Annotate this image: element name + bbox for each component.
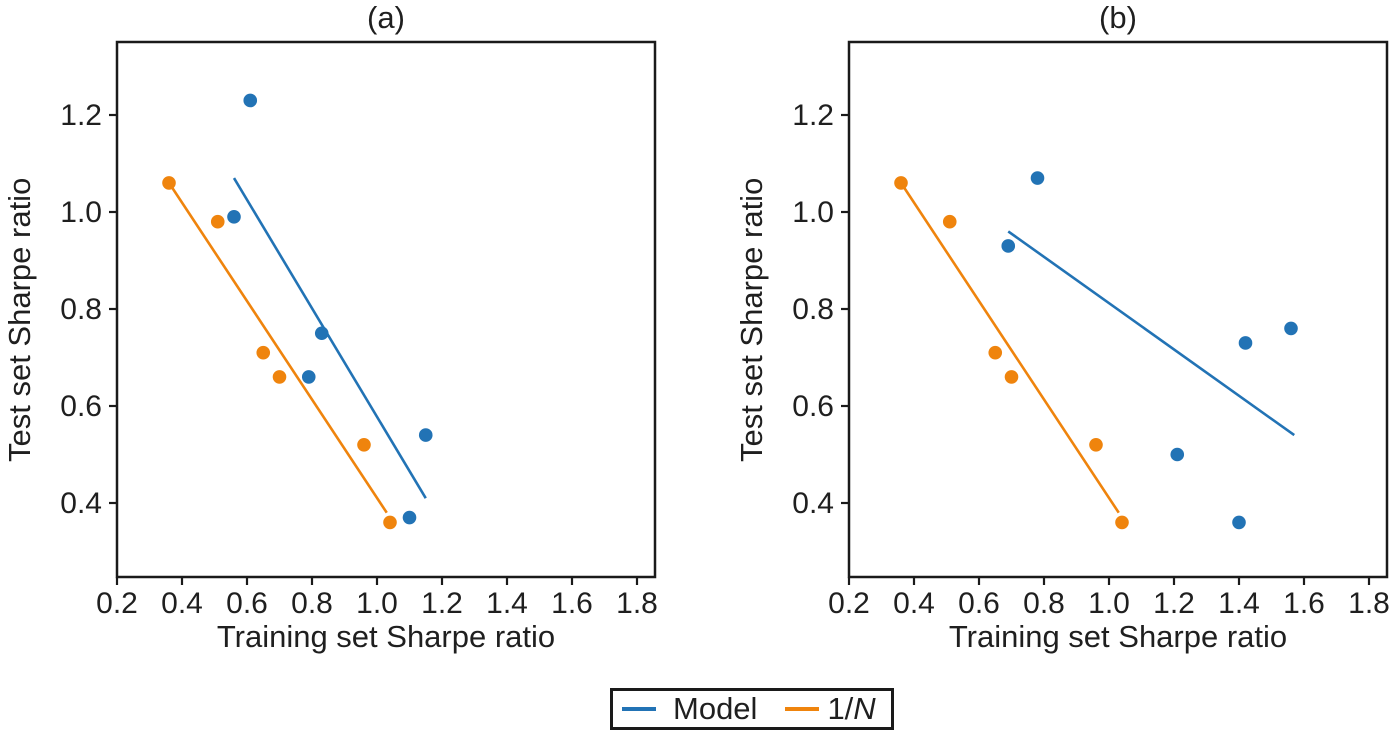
y-tick-label: 1.2	[60, 99, 102, 132]
scatter-point-one-over-n	[988, 345, 1003, 360]
scatter-point-one-over-n	[1115, 515, 1129, 530]
scatter-point-one-over-n	[1089, 438, 1103, 452]
scatter-point-one-over-n	[1004, 370, 1019, 384]
scatter-point-model	[418, 428, 433, 442]
x-tick-label: 1.4	[486, 587, 528, 620]
y-tick-label: 0.8	[792, 293, 834, 326]
x-tick-label: 1.4	[1218, 587, 1260, 620]
scatter-point-one-over-n	[272, 370, 287, 384]
y-tick-label: 0.6	[792, 390, 834, 423]
scatter-point-one-over-n	[256, 345, 271, 360]
panel-b: 0.2 0.4 0.6 0.8 1.0 1.2 1.4 1.6 1.8 0.4 0.6 0.8 1.0 1…	[792, 40, 1389, 620]
x-tick-label: 0.4	[161, 587, 203, 620]
panel-b-x-axis-label: Training set Sharpe ratio	[948, 619, 1288, 654]
panel-a: 0.2 0.4 0.6 0.8 1.0 1.2 1.4 1.6 1.8 0.4 0.6 0.8 1.0 1…	[60, 40, 658, 620]
panel-b-y-axis-label: Test set Sharpe ratio	[734, 177, 769, 463]
scatter-point-model	[402, 510, 417, 525]
x-tick-label: 1.6	[1283, 587, 1325, 620]
x-tick-label: 1.0	[356, 587, 398, 620]
scatter-point-model	[1001, 239, 1016, 253]
x-tick-label: 0.8	[291, 587, 333, 620]
scatter-point-model	[227, 210, 241, 224]
x-tick-label: 1.2	[421, 587, 463, 620]
panel-a-y-axis-label: Test set Sharpe ratio	[2, 177, 37, 463]
x-tick-label: 0.4	[893, 587, 935, 620]
x-tick-label: 1.6	[551, 587, 593, 620]
scatter-point-model	[243, 93, 258, 108]
legend-label-model: Model	[673, 691, 758, 726]
scatter-point-one-over-n	[357, 438, 371, 452]
legend-line-one-over-n	[785, 707, 820, 711]
y-tick-label: 0.6	[60, 390, 102, 423]
x-tick-label: 1.8	[616, 587, 658, 620]
scatter-point-model	[301, 370, 316, 384]
legend-label-one-over-n: 1/N	[827, 691, 876, 726]
x-tick-label: 1.8	[1348, 587, 1389, 620]
panel-a-x-axis-label: Training set Sharpe ratio	[216, 619, 556, 654]
legend-line-model	[622, 707, 656, 711]
scatter-point-model	[314, 326, 329, 341]
y-tick-label: 0.4	[792, 487, 834, 520]
x-tick-label: 0.6	[226, 587, 268, 620]
x-tick-label: 1.2	[1153, 587, 1195, 620]
x-tick-label: 0.6	[958, 587, 1000, 620]
y-tick-label: 0.8	[60, 293, 102, 326]
plot-frame	[847, 40, 1389, 579]
scatter-point-one-over-n	[942, 214, 957, 229]
y-tick-label: 1.2	[792, 99, 834, 132]
scatter-point-one-over-n	[210, 214, 225, 229]
scatter-point-model	[1232, 515, 1246, 530]
y-tick-label: 1.0	[60, 196, 102, 229]
x-tick-label: 1.0	[1088, 587, 1130, 620]
scatter-point-model	[1238, 336, 1253, 350]
panel-a-title: (a)	[367, 0, 405, 35]
scatter-point-model	[1284, 321, 1298, 336]
fit-line-model	[1007, 230, 1296, 437]
x-tick-label: 0.8	[1023, 587, 1065, 620]
y-tick-label: 1.0	[792, 196, 834, 229]
scatter-point-model	[1170, 447, 1185, 462]
panel-b-title: (b)	[1099, 0, 1137, 35]
y-tick-label: 0.4	[60, 487, 102, 520]
scatter-point-one-over-n	[162, 176, 176, 190]
x-tick-label: 0.2	[828, 587, 870, 620]
legend: Model 1/N	[610, 688, 894, 730]
scatter-point-model	[1030, 171, 1045, 185]
scatter-point-one-over-n	[894, 176, 908, 190]
scatter-point-one-over-n	[383, 515, 397, 530]
x-tick-label: 0.2	[96, 587, 138, 620]
fit-line-one-over-n	[899, 182, 1120, 514]
plot-frame	[115, 40, 657, 579]
fit-line-one-over-n	[167, 182, 388, 514]
fit-line-model	[232, 177, 427, 499]
